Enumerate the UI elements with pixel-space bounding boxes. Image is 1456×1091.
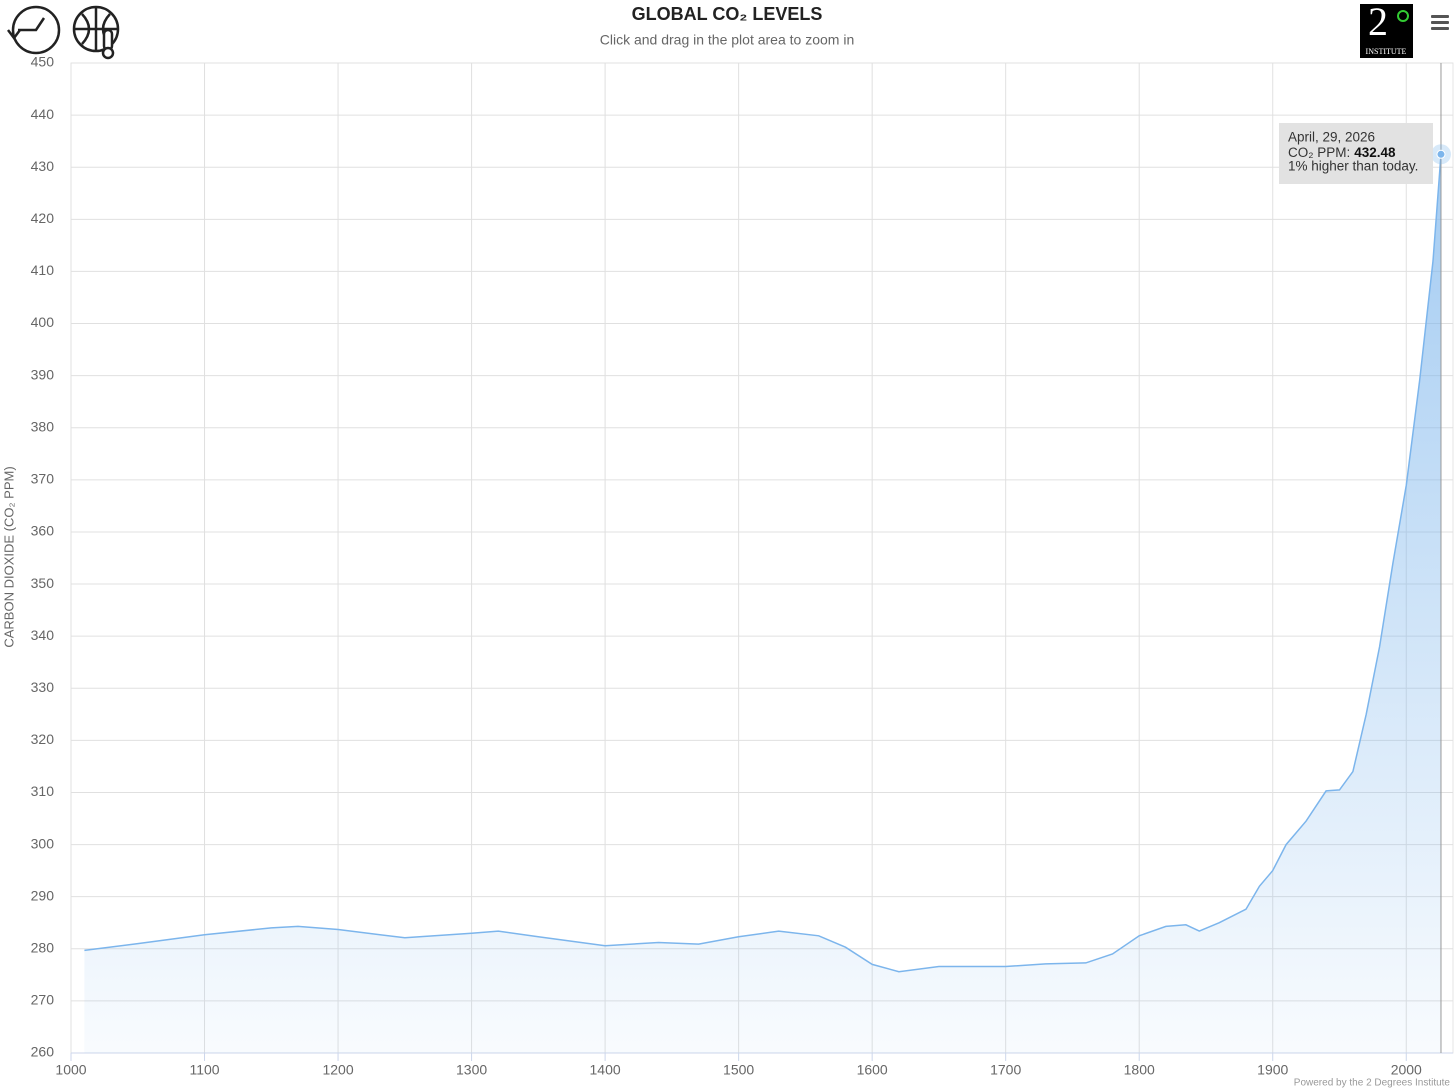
menu[interactable] bbox=[1431, 15, 1449, 30]
x-tick-label: 1100 bbox=[189, 1062, 219, 1078]
plot-area bbox=[70, 62, 1454, 1054]
hover-point bbox=[1436, 149, 1446, 159]
y-tick-label: 390 bbox=[31, 366, 55, 382]
logo-caption: INSTITUTE bbox=[1366, 47, 1407, 56]
y-tick-label: 330 bbox=[31, 679, 55, 695]
y-tick-label: 340 bbox=[31, 627, 55, 643]
x-tick-label: 1000 bbox=[55, 1062, 86, 1078]
y-tick-label: 290 bbox=[31, 887, 55, 903]
y-tick-label: 440 bbox=[31, 106, 55, 122]
x-tick-label: 1700 bbox=[990, 1062, 1021, 1078]
tooltip-label: CO₂ PPM: bbox=[1288, 145, 1350, 160]
x-tick-label: 1400 bbox=[590, 1062, 621, 1078]
data-line bbox=[84, 154, 1442, 973]
x-tick-label: 1500 bbox=[723, 1062, 754, 1078]
y-tick-label: 310 bbox=[31, 783, 55, 799]
x-tick-label: 1300 bbox=[456, 1062, 487, 1078]
y-tick-label: 430 bbox=[31, 158, 55, 174]
y-tick-label: 400 bbox=[31, 314, 55, 330]
tooltip-line: CO₂ PPM: 432.48 bbox=[1288, 145, 1396, 160]
y-tick-label: 450 bbox=[31, 54, 55, 70]
chart-subtitle: Click and drag in the plot area to zoom … bbox=[600, 32, 854, 48]
x-tick-label: 1800 bbox=[1124, 1062, 1155, 1078]
y-tick-label: 410 bbox=[31, 262, 55, 278]
y-tick-label: 280 bbox=[31, 939, 55, 955]
y-tick-label: 320 bbox=[31, 731, 55, 747]
x-tick-label: 1900 bbox=[1257, 1062, 1288, 1078]
y-axis-label: CARBON DIOXIDE (CO₂ PPM) bbox=[1, 466, 16, 647]
y-tick-label: 380 bbox=[31, 418, 55, 434]
logo-box bbox=[1360, 4, 1413, 58]
x-tick-label: 1200 bbox=[322, 1062, 353, 1078]
tooltip-date: April, 29, 2026 bbox=[1288, 130, 1375, 145]
y-tick-label: 270 bbox=[31, 992, 55, 1008]
y-tick-label: 300 bbox=[31, 835, 55, 851]
credit: Powered by the 2 Degrees Institute bbox=[1294, 1078, 1451, 1089]
logo-numeral: 2 bbox=[1368, 0, 1388, 44]
y-tick-label: 360 bbox=[31, 523, 55, 539]
tooltip-note: 1% higher than today. bbox=[1288, 159, 1418, 174]
y-tick-label: 260 bbox=[31, 1044, 55, 1060]
tooltip-box bbox=[1279, 123, 1433, 184]
logo-degree bbox=[1397, 10, 1409, 22]
x-tick-label: 2000 bbox=[1391, 1062, 1422, 1078]
y-tick-label: 350 bbox=[31, 575, 55, 591]
icons bbox=[7, 5, 120, 60]
logo: 2 INSTITUTE bbox=[1360, 0, 1413, 58]
y-tick-label: 370 bbox=[31, 471, 55, 487]
chart-title: GLOBAL CO₂ LEVELS bbox=[632, 4, 823, 24]
y-tick-label: 420 bbox=[31, 210, 55, 226]
tooltip-value: 432.48 bbox=[1354, 145, 1396, 160]
area-fill bbox=[84, 154, 1441, 1054]
x-tick-label: 1600 bbox=[857, 1062, 888, 1078]
